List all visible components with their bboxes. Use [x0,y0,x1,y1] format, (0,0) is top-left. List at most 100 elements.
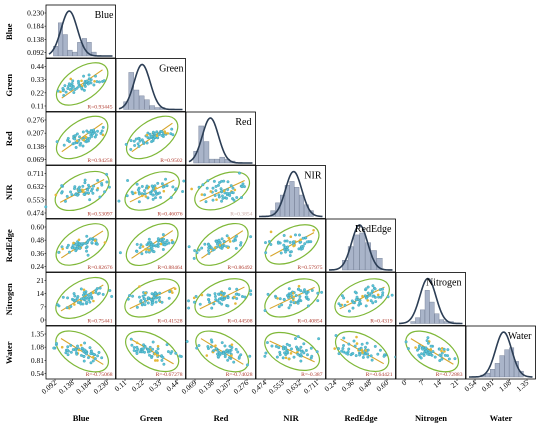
data-point [85,129,89,133]
data-point [88,346,92,350]
data-point [131,192,135,196]
data-point [149,245,153,249]
data-point [54,193,58,197]
data-point [61,86,65,90]
data-point [135,242,139,246]
data-point [137,200,141,204]
correlation-label: R=0.86492 [227,265,252,271]
data-point [181,190,185,193]
data-point [126,179,130,182]
cell-water-nir: R=-0.387 [255,325,326,380]
row-tick-label: 0.36 [31,249,44,258]
data-point [226,180,230,184]
diagonal-title-water: Water [508,331,532,342]
fit-line [61,69,103,99]
data-point [364,296,368,300]
data-point [373,295,377,299]
data-point [73,141,76,145]
cell-rededge-blue: R=0.82676 [45,218,116,273]
col-tick-label: 0.276 [232,378,251,396]
data-point [233,237,237,241]
row-axis-title: Blue [4,23,14,40]
data-point [159,242,163,246]
data-point [132,139,136,143]
col-tick-label: 0.48 [357,378,373,393]
data-point [302,342,306,346]
col-tick-label: 0.474 [250,378,269,396]
data-point [73,134,77,138]
data-point [209,338,213,342]
data-point [406,347,410,350]
data-point [294,294,298,297]
data-point [361,355,365,359]
cell-nir-nir: NIR [255,165,326,219]
data-point [337,352,341,356]
density-curve [188,117,253,164]
data-point [79,302,83,306]
cell-rededge-green: R=0.88464 [115,218,186,273]
data-point [428,352,432,356]
col-axis-title: Blue [73,413,90,423]
data-point [221,194,224,198]
row-tick-label: 0.092 [27,48,44,57]
data-point [249,292,253,296]
data-point [70,246,74,250]
data-point [151,130,155,134]
data-point [223,353,227,357]
data-point [195,251,199,255]
data-point [364,349,368,352]
data-point [141,245,145,248]
data-point [151,187,155,190]
correlation-label: R=0.46076 [157,212,182,218]
row-tick-label: 0.48 [31,236,44,245]
data-point [156,344,160,348]
data-point [132,349,136,352]
data-point [160,300,164,304]
data-point [161,233,165,237]
row-tick-label: 1.08 [31,343,44,352]
data-point [197,344,201,347]
correlation-label: R=0.9502 [160,158,182,164]
data-point [417,353,421,357]
data-point [440,351,444,355]
cell-water-red: R=-0.74028 [185,325,256,380]
data-point [160,133,164,137]
data-point [137,144,141,148]
data-point [72,241,75,245]
data-point [160,354,164,358]
cell-water-water: Water [465,325,536,380]
fit-line [129,286,175,310]
row-axis-blue: 0.230 0.184 0.138 0.092 Blue [4,9,46,57]
data-point [212,179,216,183]
data-point [301,236,305,240]
data-point [217,195,221,199]
data-point [87,191,90,195]
row-tick-label: 1.35 [31,330,44,339]
data-point [334,334,338,337]
data-point [94,290,98,294]
data-point [142,343,146,347]
row-tick-label: 0.22 [31,88,44,97]
confidence-ellipse [55,223,109,266]
fit-line [60,338,104,365]
correlation-label: R=0.41528 [157,319,182,325]
data-point [212,349,216,352]
data-point [200,293,204,297]
row-tick-label: 0.81 [31,356,44,365]
data-point [67,84,71,88]
data-point [81,188,84,192]
histogram-bar [198,125,204,164]
data-point [233,188,237,192]
data-point [339,304,343,308]
data-point [105,172,109,176]
data-point [276,297,279,300]
data-point [88,198,92,202]
row-axis-nitrogen: 21 14 7 0 Nitrogen [4,276,46,325]
data-point [275,355,279,359]
data-point [360,342,364,346]
diagonal-title-green: Green [159,64,183,75]
correlation-label: R=0.53097 [87,212,112,218]
data-point [263,354,267,358]
data-point [200,193,204,196]
data-point [91,132,95,136]
